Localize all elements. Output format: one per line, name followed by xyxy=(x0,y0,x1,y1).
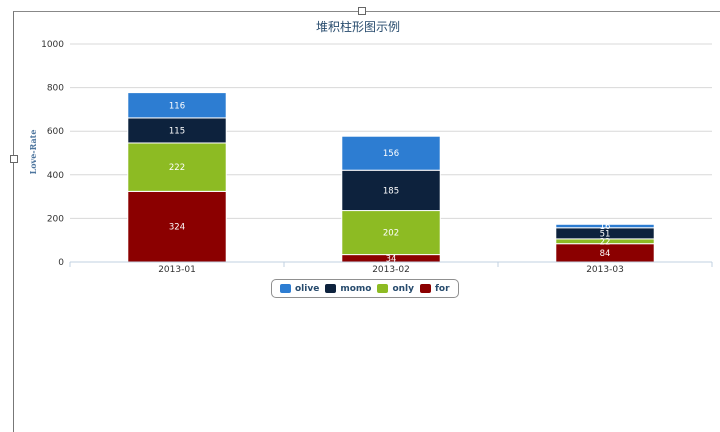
x-axis: 2013-01 2013-02 2013-03 xyxy=(69,261,713,275)
legend: olive momo only for xyxy=(271,279,459,298)
legend-label: for xyxy=(435,283,450,294)
data-label: 324 xyxy=(169,223,185,233)
bar-segment-momo xyxy=(341,169,441,212)
legend-swatch xyxy=(377,284,389,293)
bars xyxy=(127,92,655,263)
y-tick-label: 400 xyxy=(47,171,64,181)
data-label: 116 xyxy=(169,101,185,111)
x-tick-label: 2013-02 xyxy=(372,265,410,275)
data-label: 22 xyxy=(600,237,611,247)
y-tick-label: 0 xyxy=(58,258,64,268)
x-tick-label: 2013-03 xyxy=(586,265,624,275)
bar-segment-olive xyxy=(341,135,441,171)
y-axis-ticks: 0 200 400 600 800 1000 xyxy=(41,40,64,268)
bar-segment-only xyxy=(127,142,227,192)
y-axis-title: Love-Rate xyxy=(28,130,38,175)
legend-label: momo xyxy=(340,283,372,294)
legend-label: olive xyxy=(295,283,320,294)
frame-resize-handle-left[interactable] xyxy=(10,155,18,163)
data-label: 34 xyxy=(386,254,397,264)
document-frame xyxy=(13,11,720,432)
data-label: 222 xyxy=(169,163,185,173)
legend-swatch xyxy=(280,284,291,293)
legend-swatch xyxy=(420,284,431,293)
data-label: 51 xyxy=(600,229,611,239)
legend-item-momo[interactable]: momo xyxy=(325,284,371,294)
y-tick-label: 200 xyxy=(47,214,64,224)
data-label: 156 xyxy=(383,149,399,159)
data-label: 16 xyxy=(600,222,611,232)
bar-segment-momo xyxy=(127,117,227,144)
legend-swatch xyxy=(325,284,337,293)
y-tick-label: 800 xyxy=(47,84,64,94)
chart-title: 堆积柱形图示例 xyxy=(316,19,400,34)
frame-resize-handle-top[interactable] xyxy=(358,7,366,15)
bar-segment-olive xyxy=(127,92,227,119)
x-tick-label: 2013-01 xyxy=(158,265,196,275)
legend-item-olive[interactable]: olive xyxy=(280,284,319,294)
legend-item-only[interactable]: only xyxy=(377,284,414,294)
data-label: 185 xyxy=(383,186,399,196)
bar-segment-olive xyxy=(555,223,655,229)
legend-label: only xyxy=(392,283,414,294)
y-tick-label: 600 xyxy=(47,127,64,137)
data-label: 202 xyxy=(383,229,399,239)
y-tick-label: 1000 xyxy=(41,40,64,50)
bar-segment-only xyxy=(341,210,441,256)
legend-item-for[interactable]: for xyxy=(420,284,450,294)
data-label: 84 xyxy=(600,249,611,259)
data-label: 115 xyxy=(169,126,185,136)
